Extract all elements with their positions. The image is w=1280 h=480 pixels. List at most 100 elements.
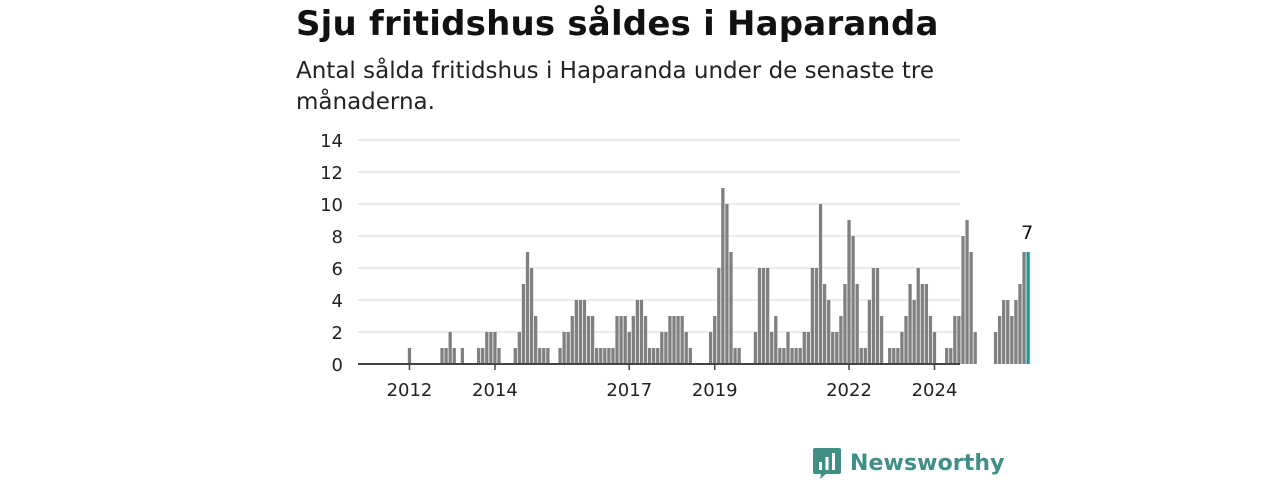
bar: [847, 220, 851, 364]
bar: [843, 284, 847, 364]
bar: [525, 252, 530, 364]
bar: [725, 204, 729, 364]
bar: [652, 348, 656, 364]
bar: [1026, 252, 1030, 364]
x-tick-label: 2022: [826, 380, 872, 401]
bar: [908, 284, 912, 364]
bar: [892, 348, 896, 364]
page-title: Sju fritidshus såldes i Haparanda: [296, 4, 939, 44]
bar: [619, 316, 623, 364]
bar: [533, 316, 538, 364]
bar: [647, 348, 652, 364]
bar: [770, 332, 774, 364]
bar: [1014, 300, 1018, 364]
bar: [729, 252, 733, 364]
bar: [953, 316, 957, 364]
bar: [802, 332, 806, 364]
bar: [513, 348, 517, 364]
bar: [961, 236, 965, 364]
bar: [827, 300, 831, 364]
bar: [570, 316, 574, 364]
bar: [997, 316, 1002, 364]
y-tick-label: 10: [320, 195, 343, 216]
bar: [643, 316, 648, 364]
newsworthy-logo-text: Newsworthy: [850, 450, 1005, 476]
bar: [664, 332, 668, 364]
bar: [656, 348, 660, 364]
bar: [489, 332, 493, 364]
bar: [546, 348, 550, 364]
bar: [904, 316, 908, 364]
bar: [713, 316, 717, 364]
bar: [558, 348, 562, 364]
bar: [945, 348, 949, 364]
x-tick-label: 2024: [912, 380, 958, 401]
bar: [916, 268, 920, 364]
bar: [452, 348, 456, 364]
bar: [965, 220, 969, 364]
bar: [635, 300, 640, 364]
bar: [717, 268, 721, 364]
bar: [578, 300, 583, 364]
bar: [607, 348, 611, 364]
bar: [460, 348, 465, 364]
newsworthy-logo: Newsworthy: [812, 446, 1005, 480]
bar: [814, 268, 819, 364]
bar: [1022, 252, 1026, 364]
bar: [794, 348, 798, 364]
bar: [753, 332, 758, 364]
bar: [529, 268, 534, 364]
bar: [924, 284, 929, 364]
bar: [660, 332, 664, 364]
bar: [627, 332, 631, 364]
bar: [1006, 300, 1010, 364]
bar: [993, 332, 998, 364]
y-tick-label: 14: [320, 131, 343, 152]
bar: [485, 332, 489, 364]
bar: [867, 300, 872, 364]
bar: [969, 252, 973, 364]
bar: [1018, 284, 1022, 364]
bar: [448, 332, 452, 364]
bar: [631, 316, 635, 364]
bar: [684, 332, 688, 364]
bar: [444, 348, 448, 364]
bar: [407, 348, 412, 364]
y-tick-label: 4: [332, 291, 343, 312]
y-tick-label: 2: [332, 323, 343, 344]
x-tick-label: 2017: [606, 380, 652, 401]
bar: [477, 348, 481, 364]
bar: [521, 284, 526, 364]
bar: [595, 348, 599, 364]
bar: [737, 348, 741, 364]
bar: [932, 332, 937, 364]
bar: [806, 332, 810, 364]
bar: [761, 268, 766, 364]
bar: [871, 268, 876, 364]
newsworthy-logo-icon: [813, 448, 841, 479]
bar: [709, 332, 713, 364]
bar: [798, 348, 802, 364]
bar: [920, 284, 924, 364]
bar: [668, 316, 672, 364]
bar: [896, 348, 900, 364]
bar: [590, 316, 595, 364]
bar: [1002, 300, 1006, 364]
y-tick-label: 8: [332, 227, 343, 248]
bar: [676, 316, 680, 364]
bar: [900, 332, 904, 364]
bar: [582, 300, 587, 364]
bar: [538, 348, 542, 364]
bar: [493, 332, 497, 364]
bar: [851, 236, 855, 364]
bar: [623, 316, 627, 364]
bar: [688, 348, 692, 364]
x-tick-label: 2012: [387, 380, 433, 401]
bar: [440, 348, 444, 364]
bar: [912, 300, 916, 364]
bar: [949, 348, 953, 364]
bar: [786, 332, 790, 364]
bar: [957, 316, 961, 364]
bar: [863, 348, 867, 364]
